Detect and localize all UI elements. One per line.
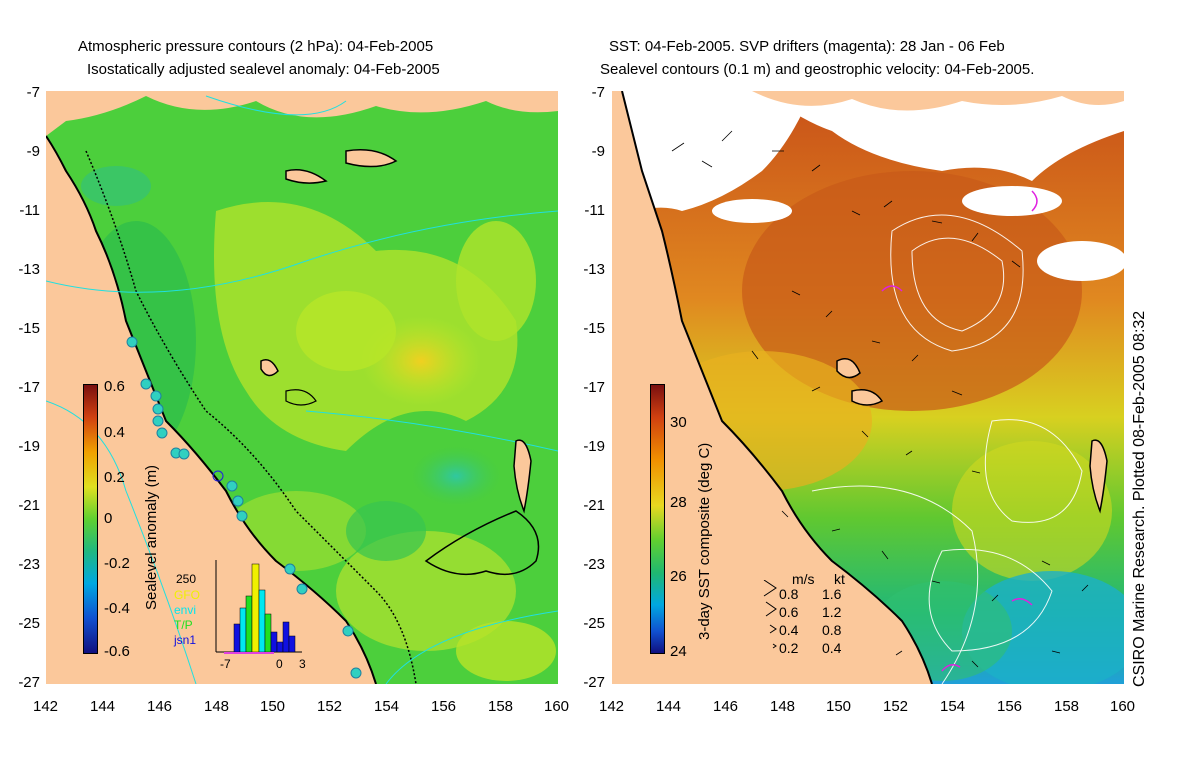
australia-land-right <box>612 91 932 684</box>
shelf-contour <box>85 150 417 684</box>
sla-colorbar <box>83 384 98 654</box>
right-title-line2: Sealevel contours (0.1 m) and geostrophi… <box>600 61 1035 78</box>
drifter-tracks <box>881 190 1038 672</box>
histogram-bars <box>233 563 296 653</box>
credit-text: CSIRO Marine Research. Plotted 08-Feb-20… <box>1131 310 1148 687</box>
new-guinea-land <box>46 91 558 136</box>
islands-right <box>836 358 1108 514</box>
sst-warm-core <box>742 171 1082 411</box>
histogram-ymax: 250 <box>176 572 197 586</box>
left-title-line1: Atmospheric pressure contours (2 hPa): 0… <box>78 38 434 55</box>
left-title-line2: Isostatically adjusted sealevel anomaly:… <box>87 61 440 78</box>
right-title-line1: SST: 04-Feb-2005. SVP drifters (magenta)… <box>609 38 1005 55</box>
coastline-right <box>621 91 933 684</box>
cloud-mask <box>612 91 1124 281</box>
pressure-contour <box>46 210 558 293</box>
right-map[interactable] <box>612 91 1124 684</box>
velocity-legend-arrows <box>763 580 777 649</box>
altimeter-track <box>126 336 362 679</box>
right-map-svg <box>612 91 1124 684</box>
histogram-inset <box>214 560 304 656</box>
velocity-arrows <box>671 130 1089 668</box>
left-map[interactable] <box>46 91 558 684</box>
left-map-svg <box>46 91 558 684</box>
coastline <box>46 135 377 684</box>
histogram-svg <box>215 560 302 654</box>
sst-colorbar <box>650 384 665 654</box>
islands <box>260 149 532 514</box>
australia-land <box>46 136 376 684</box>
sealevel-contours <box>811 214 1083 684</box>
sla-low-blob <box>411 446 501 506</box>
sla-colorbar-label: Sealevel anomaly (m) <box>143 464 160 610</box>
sst-colorbar-label: 3-day SST composite (deg C) <box>696 442 713 640</box>
